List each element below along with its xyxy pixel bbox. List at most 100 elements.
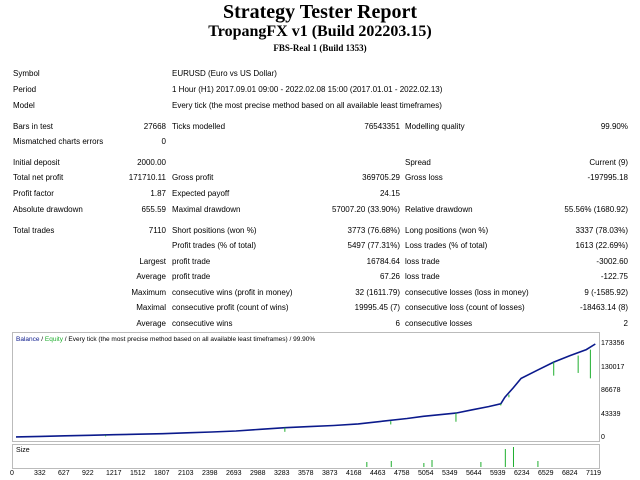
average-consecutive-label: Average bbox=[136, 319, 166, 328]
report-title: Strategy Tester Report bbox=[222, 1, 418, 23]
relative-drawdown-label: Relative drawdown bbox=[405, 205, 473, 214]
x-tick-label: 2693 bbox=[226, 470, 242, 477]
period-label: Period bbox=[13, 85, 37, 94]
y-tick-label: 173356 bbox=[601, 340, 625, 347]
size-bar bbox=[512, 447, 514, 467]
mismatch-value: 0 bbox=[161, 137, 166, 146]
average-loss-value: -122.75 bbox=[600, 272, 628, 281]
absolute-drawdown-value: 655.59 bbox=[141, 205, 166, 214]
largest-loss-label: loss trade bbox=[405, 257, 440, 266]
x-tick-label: 332 bbox=[34, 470, 46, 477]
maximal-consecutive-loss-label: consecutive loss (count of losses) bbox=[405, 303, 525, 312]
bars-value: 27668 bbox=[143, 122, 166, 131]
maximum-label: Maximum bbox=[131, 288, 166, 297]
average-profit-value: 67.26 bbox=[379, 272, 400, 281]
x-tick-label: 3873 bbox=[322, 470, 338, 477]
maximal-label: Maximal bbox=[136, 303, 166, 312]
average-profit-label: profit trade bbox=[172, 272, 211, 281]
x-tick-label: 1512 bbox=[130, 470, 146, 477]
size-bar bbox=[504, 449, 506, 467]
x-tick-label: 0 bbox=[10, 470, 14, 477]
largest-profit-value: 16784.64 bbox=[366, 257, 400, 266]
average-consecutive-wins-value: 6 bbox=[395, 319, 400, 328]
y-tick-label: 86678 bbox=[601, 387, 621, 394]
profit-trades-value: 5497 (77.31%) bbox=[347, 241, 400, 250]
largest-label: Largest bbox=[139, 257, 166, 266]
average-consecutive-losses-value: 2 bbox=[623, 319, 628, 328]
x-tick-label: 922 bbox=[82, 470, 94, 477]
long-positions-value: 3337 (78.03%) bbox=[575, 226, 628, 235]
x-tick-label: 4758 bbox=[394, 470, 410, 477]
y-tick-label: 0 bbox=[601, 434, 605, 441]
short-positions-label: Short positions (won %) bbox=[172, 226, 257, 235]
symbol-value: EURUSD (Euro vs US Dollar) bbox=[172, 69, 277, 78]
mismatch-label: Mismatched charts errors bbox=[13, 137, 104, 146]
short-positions-value: 3773 (76.68%) bbox=[347, 226, 400, 235]
max-consecutive-losses-label: consecutive losses (loss in money) bbox=[405, 288, 529, 297]
size-bar bbox=[537, 461, 539, 467]
maximal-consecutive-loss-value: -18463.14 (8) bbox=[579, 303, 628, 312]
x-tick-label: 6824 bbox=[562, 470, 578, 477]
profit-factor-label: Profit factor bbox=[13, 189, 54, 198]
modelling-quality-value: 99.90% bbox=[600, 122, 628, 131]
model-label: Model bbox=[13, 101, 35, 110]
x-tick-label: 7119 bbox=[586, 470, 602, 477]
size-label: Size bbox=[16, 447, 30, 454]
expected-payoff-label: Expected payoff bbox=[172, 189, 230, 198]
legend-description: / Every tick (the most precise method ba… bbox=[63, 336, 316, 343]
loss-trades-label: Loss trades (% of total) bbox=[405, 241, 488, 250]
net-profit-label: Total net profit bbox=[13, 173, 64, 182]
spread-value: Current (9) bbox=[589, 158, 628, 167]
expected-payoff-value: 24.15 bbox=[379, 189, 400, 198]
gross-profit-label: Gross profit bbox=[172, 173, 214, 182]
average-consecutive-losses-label: consecutive losses bbox=[405, 319, 473, 328]
gross-profit-value: 369705.29 bbox=[362, 173, 400, 182]
x-tick-label: 5644 bbox=[466, 470, 482, 477]
deposit-value: 2000.00 bbox=[137, 158, 166, 167]
net-profit-value: 171710.11 bbox=[128, 173, 166, 182]
loss-trades-value: 1613 (22.69%) bbox=[575, 241, 628, 250]
maximal-drawdown-label: Maximal drawdown bbox=[172, 205, 241, 214]
x-tick-label: 3578 bbox=[298, 470, 314, 477]
x-tick-label: 1807 bbox=[154, 470, 170, 477]
largest-profit-label: profit trade bbox=[172, 257, 211, 266]
average-loss-label: loss trade bbox=[405, 272, 440, 281]
balance-chart-frame bbox=[12, 332, 600, 442]
ticks-value: 76543351 bbox=[364, 122, 400, 131]
maximal-consecutive-profit-value: 19995.45 (7) bbox=[354, 303, 400, 312]
x-tick-label: 3283 bbox=[274, 470, 290, 477]
legend-balance: Balance bbox=[16, 336, 40, 343]
total-trades-label: Total trades bbox=[13, 226, 55, 235]
absolute-drawdown-label: Absolute drawdown bbox=[13, 205, 83, 214]
report-subtitle: TropangFX v1 (Build 202203.15) bbox=[208, 23, 432, 40]
average-label: Average bbox=[136, 272, 166, 281]
average-consecutive-wins-label: consecutive wins bbox=[172, 319, 233, 328]
max-consecutive-wins-label: consecutive wins (profit in money) bbox=[172, 288, 293, 297]
size-chart-frame bbox=[12, 444, 600, 469]
spread-label: Spread bbox=[405, 158, 431, 167]
x-tick-label: 2398 bbox=[202, 470, 218, 477]
x-tick-label: 2103 bbox=[178, 470, 194, 477]
profit-factor-value: 1.87 bbox=[150, 189, 166, 198]
x-tick-label: 5349 bbox=[442, 470, 458, 477]
x-tick-label: 4463 bbox=[370, 470, 386, 477]
x-tick-label: 4168 bbox=[346, 470, 362, 477]
x-tick-label: 627 bbox=[58, 470, 70, 477]
deposit-label: Initial deposit bbox=[13, 158, 60, 167]
size-chart bbox=[366, 447, 539, 467]
largest-loss-value: -3002.60 bbox=[596, 257, 628, 266]
modelling-quality-label: Modelling quality bbox=[405, 122, 465, 131]
chart-legend: Balance / Equity / Every tick (the most … bbox=[16, 336, 315, 344]
y-tick-label: 43339 bbox=[601, 410, 621, 418]
model-value: Every tick (the most precise method base… bbox=[172, 101, 442, 110]
balance-line bbox=[15, 343, 596, 438]
x-tick-label: 2988 bbox=[250, 470, 266, 477]
gross-loss-value: -197995.18 bbox=[587, 173, 628, 182]
relative-drawdown-value: 55.56% (1680.92) bbox=[564, 205, 628, 214]
ticks-label: Ticks modelled bbox=[172, 122, 226, 131]
total-trades-value: 7110 bbox=[148, 226, 166, 235]
legend-separator: / bbox=[39, 336, 45, 343]
server-name: FBS-Real 1 (Build 1353) bbox=[273, 43, 367, 53]
size-bar bbox=[431, 460, 433, 467]
x-tick-label: 6234 bbox=[514, 470, 530, 477]
